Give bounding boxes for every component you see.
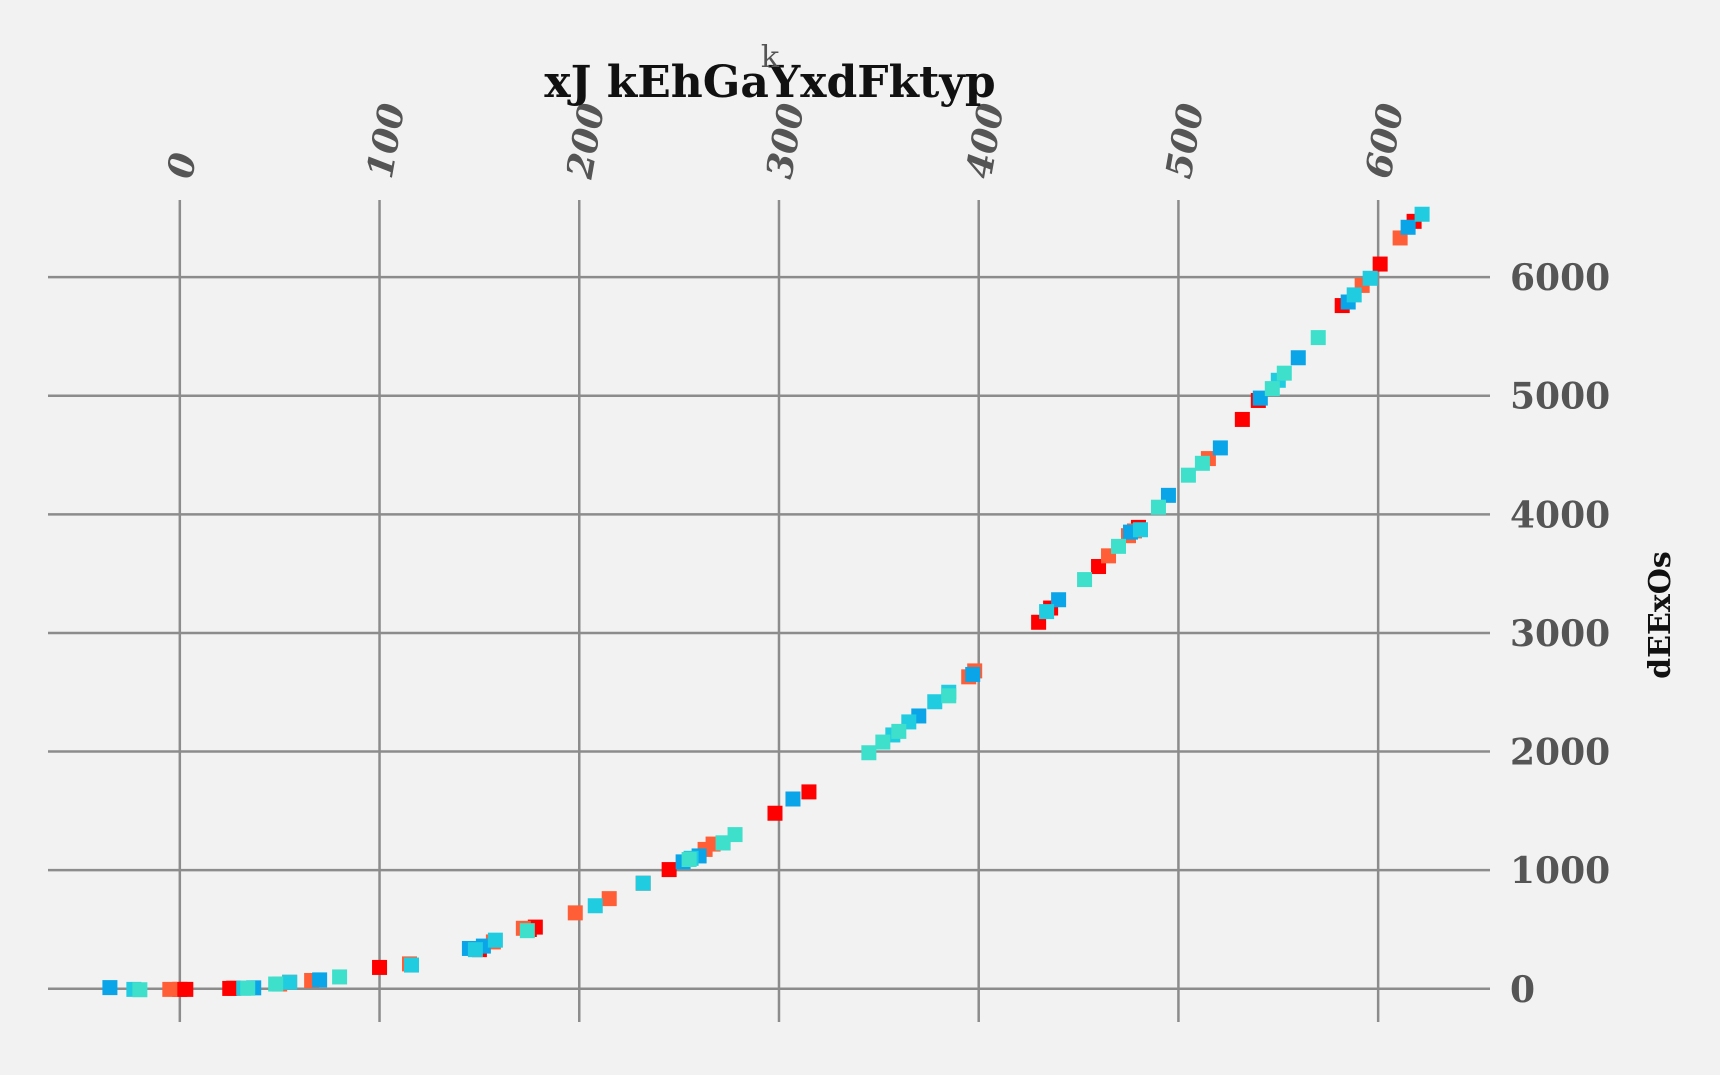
x-tick-label-500: 500 xyxy=(1158,100,1212,181)
point-s3-4 xyxy=(467,942,483,958)
x-axis-ticks: 0 100 200 300 400 500 600 xyxy=(159,100,1412,182)
y-tick-label-0: 0 xyxy=(1510,969,1535,1011)
point-s4-17 xyxy=(1264,381,1280,397)
point-s4-9 xyxy=(875,734,891,750)
x-axis-label: k xyxy=(761,40,780,75)
point-s4-13 xyxy=(1111,538,1127,554)
point-s3-18 xyxy=(1362,270,1378,286)
point-s2-10 xyxy=(1051,592,1067,608)
y-tick-label-6000: 6000 xyxy=(1510,257,1610,299)
point-s2-7 xyxy=(785,791,801,807)
point-s4-16 xyxy=(1194,455,1210,471)
point-s0-8 xyxy=(661,862,677,878)
point-s2-12 xyxy=(1160,487,1176,503)
x-tick-label-0: 0 xyxy=(159,150,205,182)
point-s0-10 xyxy=(801,784,817,800)
point-s1-8 xyxy=(601,891,617,907)
point-s4-12 xyxy=(1077,572,1093,588)
data-points xyxy=(102,206,1430,998)
point-s3-7 xyxy=(635,875,651,891)
point-s4-11 xyxy=(941,688,957,704)
point-s0-15 xyxy=(1234,411,1250,427)
point-s3-2 xyxy=(282,974,298,990)
y-axis-label: dEExOs xyxy=(1643,551,1678,679)
point-s4-10 xyxy=(891,723,907,739)
point-s2-13 xyxy=(1212,440,1228,456)
point-s4-19 xyxy=(1310,330,1326,346)
y-tick-label-2000: 2000 xyxy=(1510,732,1610,774)
point-s3-3 xyxy=(403,957,419,973)
x-tick-label-600: 600 xyxy=(1358,100,1412,181)
y-tick-label-1000: 1000 xyxy=(1510,850,1610,892)
point-s1-0 xyxy=(162,981,178,997)
point-s2-14 xyxy=(1252,390,1268,406)
x-tick-label-300: 300 xyxy=(758,100,812,181)
point-s3-14 xyxy=(1039,604,1055,620)
point-s4-2 xyxy=(268,976,284,992)
point-s0-1 xyxy=(178,981,194,997)
point-s2-17 xyxy=(1400,219,1416,235)
point-s2-15 xyxy=(1290,350,1306,366)
grid-lines xyxy=(48,200,1490,1022)
point-s4-4 xyxy=(519,923,535,939)
point-s0-18 xyxy=(1372,256,1388,272)
point-s4-15 xyxy=(1180,467,1196,483)
point-s4-18 xyxy=(1276,365,1292,381)
point-s0-9 xyxy=(767,805,783,821)
point-s4-0 xyxy=(132,982,148,998)
y-axis-ticks: 0 1000 2000 3000 4000 5000 6000 xyxy=(1510,257,1610,1011)
point-s4-14 xyxy=(1150,499,1166,515)
point-s3-17 xyxy=(1346,287,1362,303)
point-s4-5 xyxy=(681,851,697,867)
point-s3-6 xyxy=(587,898,603,914)
point-s4-1 xyxy=(240,980,256,996)
point-s4-7 xyxy=(727,827,743,843)
point-s4-6 xyxy=(715,835,731,851)
x-tick-label-400: 400 xyxy=(958,100,1012,181)
point-s4-3 xyxy=(332,969,348,985)
point-s1-7 xyxy=(567,905,583,921)
x-tick-label-100: 100 xyxy=(359,100,413,181)
y-tick-label-4000: 4000 xyxy=(1510,494,1610,536)
point-s4-8 xyxy=(861,745,877,761)
point-s3-12 xyxy=(927,694,943,710)
point-s2-0 xyxy=(102,980,118,996)
point-s0-4 xyxy=(372,959,388,975)
y-tick-label-3000: 3000 xyxy=(1510,613,1610,655)
point-s3-5 xyxy=(487,932,503,948)
chart-title: xJ kEhGaYxdFktyp xyxy=(544,57,995,108)
y-tick-label-5000: 5000 xyxy=(1510,376,1610,418)
x-tick-label-200: 200 xyxy=(559,100,614,182)
point-s3-19 xyxy=(1414,206,1430,222)
point-s2-2 xyxy=(312,972,328,988)
point-s2-9 xyxy=(965,666,981,682)
point-s3-15 xyxy=(1132,522,1148,538)
